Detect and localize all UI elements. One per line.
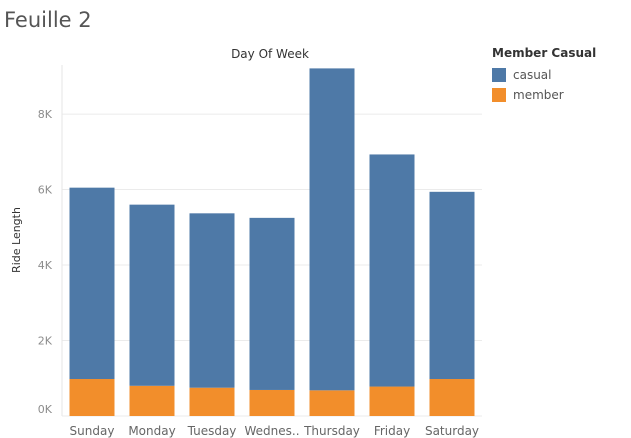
legend-item-member[interactable]: member bbox=[492, 85, 596, 105]
x-tick-label: Thursday bbox=[303, 424, 360, 438]
bar-member-6[interactable] bbox=[369, 386, 415, 416]
bar-member-3[interactable] bbox=[189, 387, 235, 416]
x-tick-label: Monday bbox=[128, 424, 175, 438]
legend-swatch-casual bbox=[492, 68, 506, 82]
legend-label-member: member bbox=[513, 88, 564, 102]
x-tick-label: Friday bbox=[374, 424, 410, 438]
y-axis-label: Ride Length bbox=[10, 207, 23, 273]
bar-member-4[interactable] bbox=[249, 389, 295, 416]
bar-member-5[interactable] bbox=[309, 390, 355, 416]
bar-casual-4[interactable] bbox=[249, 217, 295, 390]
x-tick-label: Wednes.. bbox=[244, 424, 299, 438]
bar-casual-5[interactable] bbox=[309, 68, 355, 391]
x-tick-label: Tuesday bbox=[187, 424, 237, 438]
bar-casual-3[interactable] bbox=[189, 213, 235, 388]
legend: Member Casual casual member bbox=[492, 46, 596, 105]
legend-item-casual[interactable]: casual bbox=[492, 65, 596, 85]
bar-casual-1[interactable] bbox=[69, 187, 115, 380]
legend-label-casual: casual bbox=[513, 68, 552, 82]
y-tick-label: 8K bbox=[38, 108, 53, 121]
bar-member-1[interactable] bbox=[69, 379, 115, 416]
chart-title: Day Of Week bbox=[231, 47, 309, 61]
x-tick-label: Saturday bbox=[425, 424, 479, 438]
bar-casual-7[interactable] bbox=[429, 191, 475, 380]
x-axis-ticks: Sunday Monday Tuesday Wednes.. Thursday Frida… bbox=[70, 424, 479, 438]
x-tick-label: Sunday bbox=[70, 424, 115, 438]
bar-casual-6[interactable] bbox=[369, 154, 415, 387]
bar-casual-2[interactable] bbox=[129, 204, 175, 386]
y-tick-label: 0K bbox=[38, 403, 53, 416]
y-tick-label: 2K bbox=[38, 335, 53, 348]
bar-member-2[interactable] bbox=[129, 385, 175, 416]
sheet-title: Feuille 2 bbox=[4, 8, 92, 32]
bars bbox=[69, 68, 475, 416]
y-axis-ticks: 0K 2K 4K 6K 8K bbox=[38, 108, 53, 416]
legend-title: Member Casual bbox=[492, 46, 597, 60]
y-tick-label: 6K bbox=[38, 184, 53, 197]
bar-member-7[interactable] bbox=[429, 379, 475, 416]
y-tick-label: 4K bbox=[38, 259, 53, 272]
legend-swatch-member bbox=[492, 88, 506, 102]
